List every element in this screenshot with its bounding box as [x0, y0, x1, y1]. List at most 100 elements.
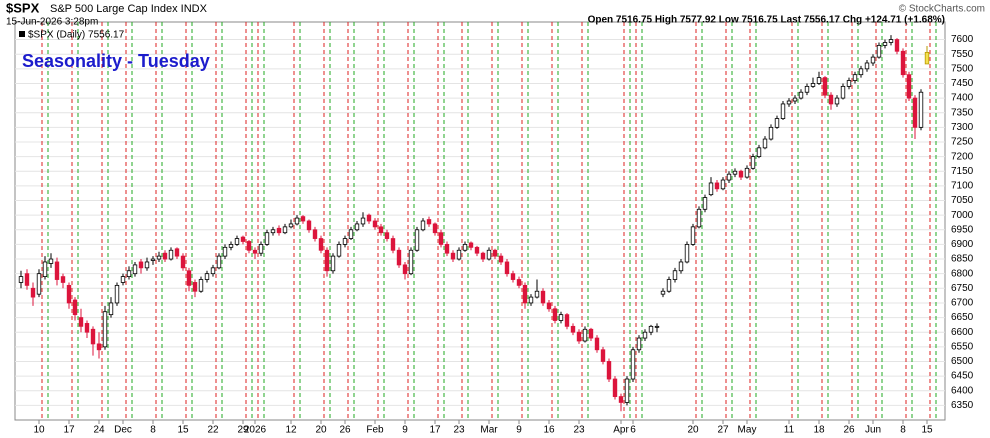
y-tick-label: 7600 [951, 34, 974, 45]
candle-body [774, 118, 780, 128]
candle-body [762, 138, 768, 149]
candle-body [324, 249, 330, 272]
candle-body [696, 208, 702, 228]
candle-body [918, 91, 924, 128]
candle-body [24, 273, 30, 286]
x-tick-label: 8 [900, 425, 906, 436]
y-tick-label: 7000 [951, 210, 974, 221]
x-tick-label: Jun [865, 425, 881, 436]
y-tick-label: 6750 [951, 283, 974, 294]
candle-body [18, 276, 24, 283]
candle-body [252, 249, 258, 254]
candle-body [234, 238, 240, 245]
y-tick-label: 6950 [951, 224, 974, 235]
x-tick-label: Mar [480, 425, 498, 436]
candle-body [630, 349, 636, 380]
candle-body [204, 273, 210, 280]
candle-body [294, 217, 300, 225]
candle-body [246, 241, 252, 251]
candle-body [732, 170, 738, 175]
candle-body [36, 273, 42, 295]
grid [15, 39, 945, 406]
x-tick-label: 23 [573, 425, 585, 436]
x-tick-label: 10 [33, 425, 45, 436]
candle-body [522, 284, 528, 304]
y-tick-label: 7150 [951, 166, 974, 177]
x-tick-label: 9 [516, 425, 522, 436]
candle-body [840, 85, 846, 99]
candle-body [180, 255, 186, 269]
candle-body [354, 223, 360, 231]
candle-body [582, 328, 588, 342]
candle-body [132, 264, 138, 275]
candle-body [48, 258, 54, 264]
candle-body [648, 325, 654, 333]
candle-body [78, 317, 84, 327]
candle-body [492, 249, 498, 257]
candle-body [672, 270, 678, 280]
tuesday-markers [41, 22, 937, 420]
candle-body [108, 302, 114, 316]
candle-body [456, 249, 462, 260]
candle-body [636, 337, 642, 351]
y-tick-label: 7500 [951, 63, 974, 74]
candle-body [258, 244, 264, 254]
candle-body [564, 314, 570, 327]
candle-body [216, 255, 222, 269]
y-tick-label: 7050 [951, 195, 974, 206]
y-tick-label: 7300 [951, 122, 974, 133]
candle-body [810, 83, 816, 87]
candle-body [222, 246, 228, 257]
candle-body [516, 279, 522, 286]
x-tick-label: 11 [784, 425, 795, 436]
candle-body [726, 173, 732, 181]
y-tick-label: 7550 [951, 49, 974, 60]
candle-body [642, 331, 648, 339]
candle-body [336, 244, 342, 257]
candle-body [342, 238, 348, 245]
candle-body [534, 290, 540, 298]
candle-body [834, 97, 840, 105]
quote: Open 7516.75 High 7577.92 Low 7516.75 La… [588, 15, 945, 26]
y-tick-label: 6850 [951, 254, 974, 265]
candle-body [660, 290, 666, 295]
legend: $SPX (Daily) 7556.17 [28, 30, 125, 41]
candle-body [96, 343, 102, 351]
candle-body [606, 361, 612, 380]
candle-body [288, 223, 294, 228]
candle-body [504, 261, 510, 275]
candle-body [60, 276, 66, 283]
candle-body [558, 314, 564, 321]
candle-body [138, 261, 144, 269]
candle-body [402, 264, 408, 275]
x-tick-label: 17 [63, 425, 75, 436]
legend-swatch [19, 31, 25, 37]
credit: © StockCharts.com [899, 4, 985, 15]
candle-body [66, 284, 72, 304]
candle-body [900, 50, 906, 76]
candle-body [654, 325, 660, 328]
candle-body [306, 220, 312, 231]
candle-body [780, 103, 786, 119]
candle-body [414, 229, 420, 251]
candle-body [486, 249, 492, 260]
candle-body [240, 236, 246, 242]
candle-body [408, 249, 414, 275]
candle-body [864, 62, 870, 70]
candle-body [576, 331, 582, 342]
x-tick-label: 9 [402, 425, 408, 436]
x-tick-label: 8 [150, 425, 156, 436]
candle-body [372, 220, 378, 228]
timestamp: 15-Jun-2026 3:28pm [6, 17, 98, 28]
x-tick-label: 26 [843, 425, 855, 436]
x-tick-label: Apr [613, 425, 629, 436]
candle-body [54, 261, 60, 280]
x-tick-label: 18 [813, 425, 825, 436]
y-tick-label: 7350 [951, 107, 974, 118]
y-tick-label: 6600 [951, 327, 974, 338]
candle-body [744, 167, 750, 178]
candle-body [378, 226, 384, 234]
x-tick-label: Feb [366, 425, 384, 436]
candle-body [690, 226, 696, 245]
